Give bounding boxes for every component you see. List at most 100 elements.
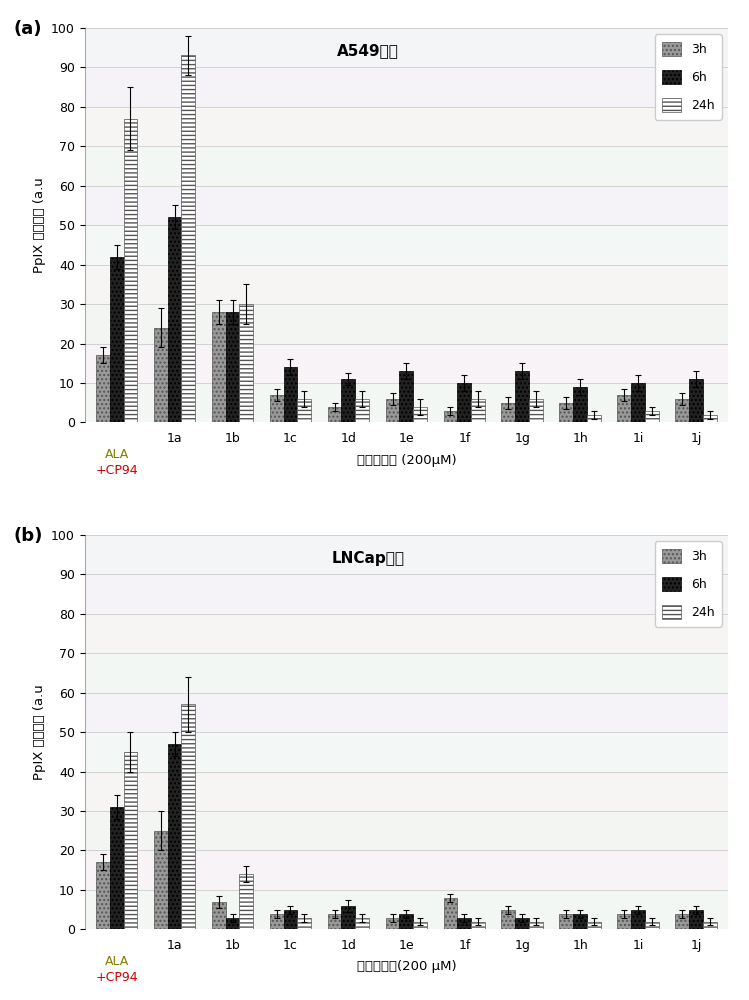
Bar	[109, 257, 124, 422]
Bar	[703, 415, 717, 422]
Bar	[703, 922, 717, 929]
Text: +CP94: +CP94	[95, 971, 138, 984]
Bar	[96, 355, 109, 422]
Bar	[270, 914, 284, 929]
Bar	[631, 383, 646, 422]
Bar	[560, 403, 574, 422]
Bar	[85, 850, 728, 890]
Bar	[212, 902, 225, 929]
Bar	[530, 922, 543, 929]
Bar	[342, 379, 356, 422]
Bar	[85, 383, 728, 422]
Bar	[676, 399, 689, 422]
Bar	[109, 807, 124, 929]
Bar	[413, 922, 427, 929]
Bar	[515, 918, 530, 929]
Bar	[85, 67, 728, 107]
Bar	[124, 752, 137, 929]
Text: (b): (b)	[14, 527, 43, 545]
Bar	[85, 28, 728, 67]
Bar	[297, 918, 312, 929]
Bar	[225, 312, 240, 422]
Bar	[85, 653, 728, 693]
Bar	[284, 367, 297, 422]
Bar	[85, 146, 728, 186]
Text: A549细胞: A549细胞	[337, 44, 398, 59]
Bar	[85, 107, 728, 146]
Bar	[154, 328, 168, 422]
Bar	[587, 415, 601, 422]
Bar	[168, 217, 181, 422]
Bar	[342, 906, 356, 929]
Bar	[85, 890, 728, 929]
Bar	[85, 535, 728, 574]
Bar	[689, 910, 703, 929]
Bar	[225, 918, 240, 929]
Bar	[560, 914, 574, 929]
Bar	[443, 898, 458, 929]
Bar	[574, 387, 587, 422]
Bar	[502, 910, 515, 929]
Bar	[181, 55, 195, 422]
Bar	[574, 914, 587, 929]
Bar	[443, 411, 458, 422]
Bar	[154, 831, 168, 929]
Bar	[327, 407, 342, 422]
Bar	[399, 371, 413, 422]
Text: (a): (a)	[14, 20, 43, 38]
Bar	[386, 399, 399, 422]
Bar	[96, 862, 109, 929]
Legend: 3h, 6h, 24h: 3h, 6h, 24h	[655, 34, 722, 120]
Y-axis label: PpIX 荧光强度 (a.u: PpIX 荧光强度 (a.u	[32, 684, 46, 780]
Bar	[356, 399, 369, 422]
Y-axis label: PpIX 荧光强度 (a.u: PpIX 荧光强度 (a.u	[32, 177, 46, 273]
Text: ALA: ALA	[104, 448, 129, 461]
Bar	[270, 395, 284, 422]
Bar	[85, 693, 728, 732]
Bar	[646, 922, 659, 929]
Bar	[617, 395, 631, 422]
Bar	[471, 399, 485, 422]
Bar	[85, 614, 728, 653]
Bar	[85, 265, 728, 304]
Bar	[85, 225, 728, 265]
Bar	[85, 304, 728, 344]
Bar	[689, 379, 703, 422]
Bar	[181, 704, 195, 929]
Bar	[168, 744, 181, 929]
Bar	[515, 371, 530, 422]
Bar	[297, 399, 312, 422]
X-axis label: 化合物浓度(200 μM): 化合物浓度(200 μM)	[357, 960, 456, 973]
Bar	[327, 914, 342, 929]
Bar	[458, 918, 471, 929]
Bar	[85, 811, 728, 850]
Bar	[240, 874, 253, 929]
Bar	[356, 918, 369, 929]
Bar	[212, 312, 225, 422]
Bar	[85, 344, 728, 383]
Bar	[617, 914, 631, 929]
Bar	[85, 574, 728, 614]
Text: +CP94: +CP94	[95, 464, 138, 477]
Bar	[413, 407, 427, 422]
Bar	[399, 914, 413, 929]
Bar	[587, 922, 601, 929]
Bar	[284, 910, 297, 929]
Bar	[631, 910, 646, 929]
Bar	[471, 922, 485, 929]
Text: ALA: ALA	[104, 955, 129, 968]
Bar	[386, 918, 399, 929]
X-axis label: 化合物浓度 (200μM): 化合物浓度 (200μM)	[357, 454, 456, 467]
Text: LNCap细胞: LNCap细胞	[331, 551, 404, 566]
Bar	[240, 304, 253, 422]
Bar	[85, 186, 728, 225]
Bar	[85, 732, 728, 772]
Bar	[502, 403, 515, 422]
Bar	[676, 914, 689, 929]
Bar	[530, 399, 543, 422]
Legend: 3h, 6h, 24h: 3h, 6h, 24h	[655, 541, 722, 627]
Bar	[458, 383, 471, 422]
Bar	[646, 411, 659, 422]
Bar	[85, 772, 728, 811]
Bar	[124, 119, 137, 422]
